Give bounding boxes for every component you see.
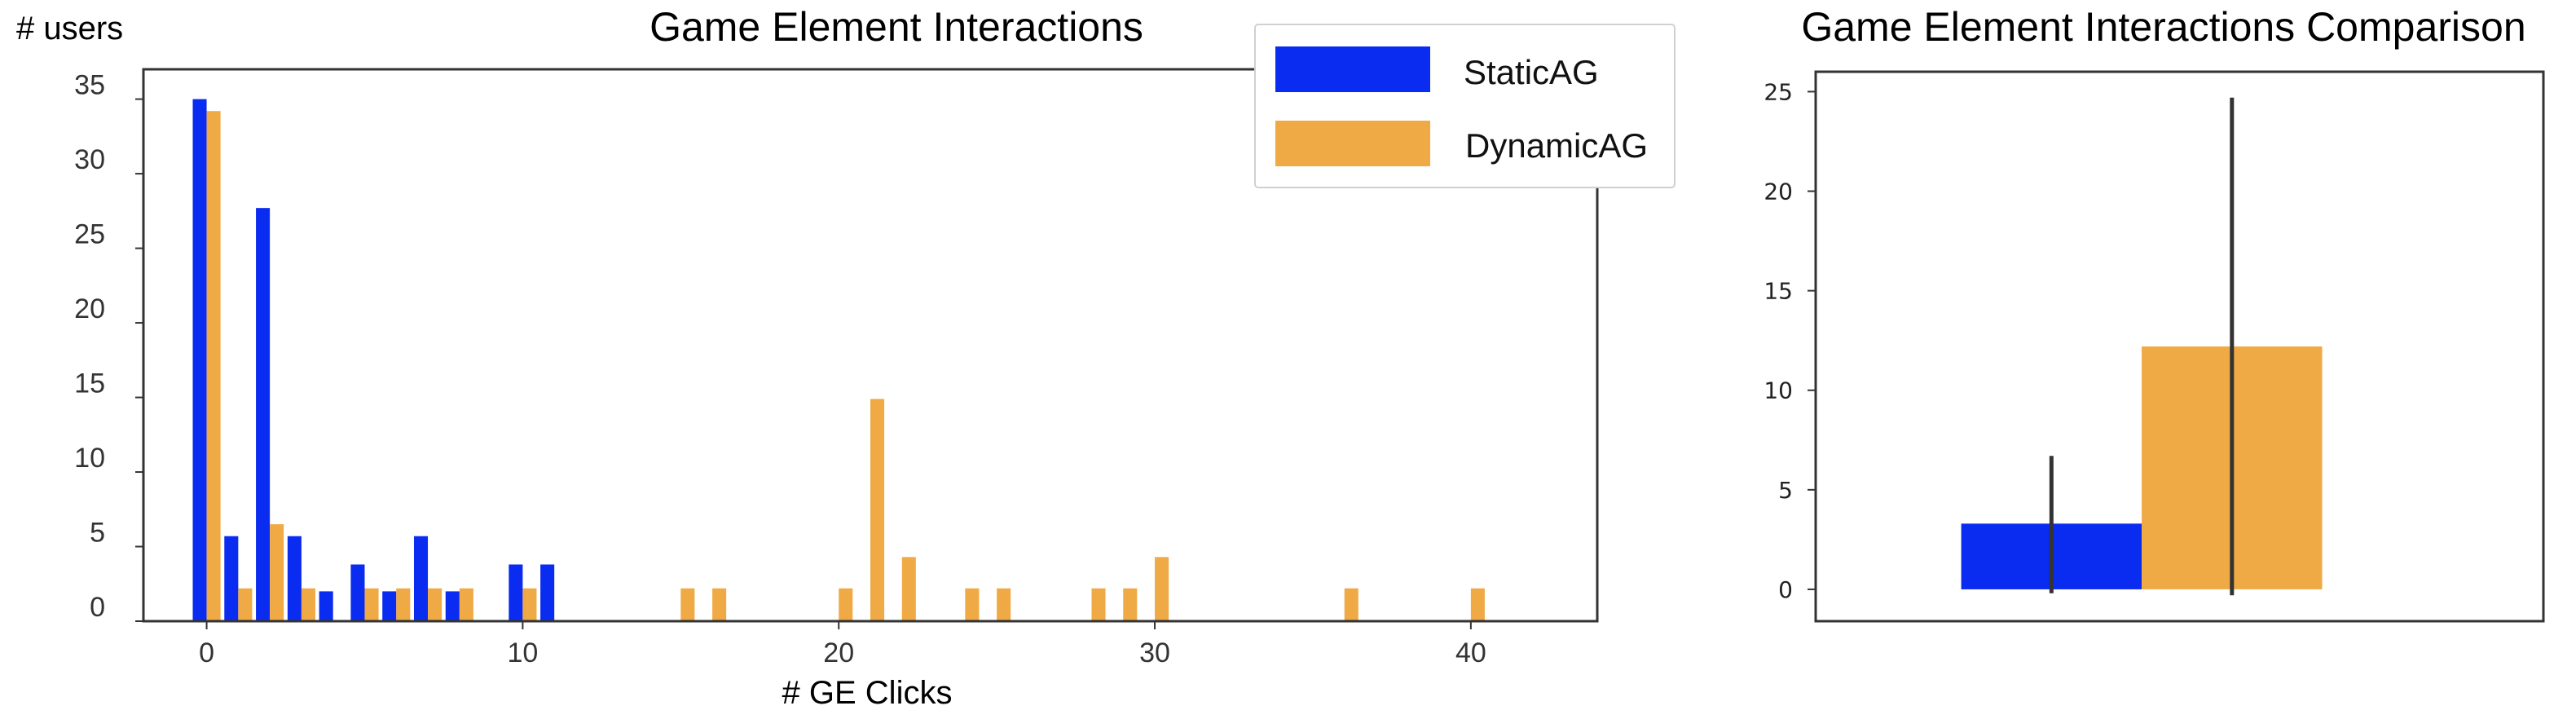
bar-dynamicag-14 (965, 588, 980, 621)
y-tick-label: 35 (74, 70, 105, 101)
bar-staticag-10 (540, 564, 555, 621)
bar-dynamicag-20 (1470, 588, 1485, 621)
histogram-legend: StaticAG DynamicAG (1254, 24, 1676, 188)
x-tick-label: 0 (199, 637, 214, 668)
histogram-x-label: # GE Clicks (782, 675, 953, 711)
comparison-axes-frame (1814, 70, 2545, 623)
comparison-chart: Game Element Interactions Comparison 0 5 1… (1764, 4, 2545, 623)
bar-dynamicag-5 (396, 588, 411, 621)
bar-staticag-1 (224, 536, 239, 621)
x-tick-label: 30 (1139, 637, 1170, 668)
bar-dynamicag-0 (206, 111, 221, 622)
y-tick-label: 5 (90, 518, 105, 549)
histogram-bars (192, 99, 1485, 622)
y-tick-label: 30 (74, 144, 105, 175)
bar-dynamicag-7 (459, 588, 473, 621)
histogram-y-label: # users (16, 11, 123, 46)
comparison-bars (1961, 97, 2323, 596)
y-tick-label: 10 (74, 443, 105, 474)
bar-dynamicag-16 (1091, 588, 1106, 621)
bar-staticag-3 (287, 536, 302, 621)
legend-swatch-dynamicag (1275, 121, 1430, 166)
bar-staticag-9 (509, 564, 523, 621)
bar-dynamicag-8 (522, 588, 537, 621)
legend-label-staticag: StaticAG (1464, 53, 1599, 91)
bar-dynamicag-18 (1155, 557, 1169, 621)
bar-staticag-5 (350, 564, 365, 621)
y-tick-label: 15 (74, 368, 105, 399)
histogram-axes-frame (142, 68, 1599, 623)
bar-staticag-4 (319, 591, 333, 621)
histogram-x-ticks: 0 10 20 30 40 (199, 621, 1486, 668)
histogram-y-ticks: 0 5 10 15 20 25 30 35 (74, 70, 143, 623)
bar-dynamicag-13 (901, 557, 916, 621)
bar-dynamicag-1 (238, 588, 253, 621)
x-tick-label: 40 (1455, 637, 1486, 668)
comparison-title: Game Element Interactions Comparison (1801, 4, 2525, 50)
bar-dynamicag-11 (839, 588, 853, 621)
bar-dynamicag-12 (870, 399, 885, 621)
y-tick-label: 0 (90, 592, 105, 623)
x-tick-label: 10 (507, 637, 538, 668)
bar-dynamicag-4 (364, 588, 379, 621)
comparison-y-tick-label: 10 (1764, 377, 1793, 404)
legend-swatch-staticag (1275, 46, 1430, 92)
bar-dynamicag-17 (1123, 588, 1138, 621)
comparison-y-tick-label: 5 (1778, 477, 1793, 504)
bar-staticag-6 (382, 591, 397, 621)
x-tick-label: 20 (823, 637, 854, 668)
bar-dynamicag-10 (712, 588, 727, 621)
bar-dynamicag-6 (428, 588, 443, 621)
bar-dynamicag-2 (270, 524, 284, 621)
histogram-title: Game Element Interactions (650, 4, 1143, 50)
bar-staticag-7 (413, 536, 429, 621)
bar-dynamicag-3 (301, 588, 315, 621)
bar-dynamicag-9 (680, 588, 695, 621)
bar-staticag-0 (192, 99, 207, 622)
bar-staticag-2 (256, 208, 271, 621)
histogram-chart: Game Element Interactions # users # GE C… (16, 4, 1676, 711)
bar-dynamicag-15 (997, 588, 1011, 621)
comparison-y-tick-label: 25 (1764, 78, 1793, 105)
bar-dynamicag-19 (1344, 588, 1358, 621)
comparison-y-tick-label: 20 (1764, 179, 1793, 205)
y-tick-label: 25 (74, 219, 105, 250)
bar-staticag-8 (445, 591, 460, 621)
comparison-y-tick-label: 0 (1778, 576, 1793, 603)
comparison-y-ticks: 0 5 10 15 20 25 (1764, 78, 1816, 603)
y-tick-label: 20 (74, 293, 105, 324)
comparison-y-tick-label: 15 (1764, 278, 1793, 305)
legend-label-dynamicag: DynamicAG (1465, 126, 1648, 165)
